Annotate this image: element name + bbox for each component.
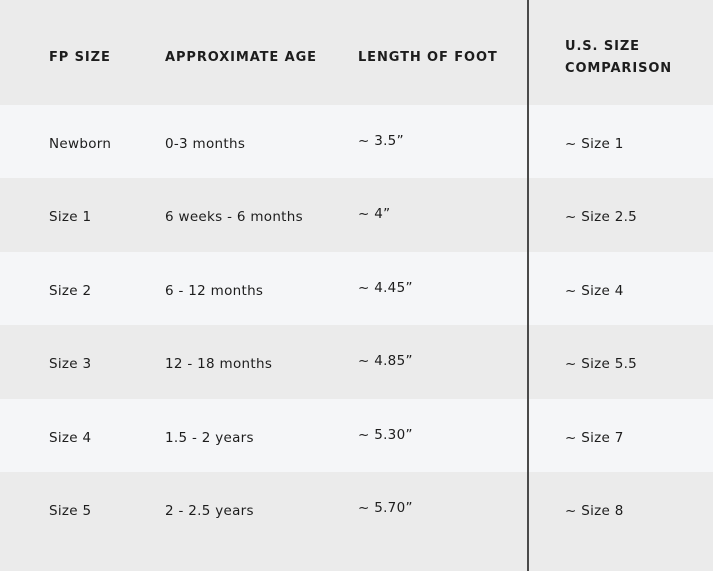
header-approximate-age: APPROXIMATE AGE [165, 50, 317, 65]
cell-length-of-foot: ~ 4.45” [358, 280, 413, 296]
cell-length-of-foot: ~ 4” [358, 206, 391, 222]
cell-approximate-age: 0-3 months [165, 136, 246, 152]
cell-approximate-age: 6 - 12 months [165, 283, 264, 299]
table-row: Size 2 6 - 12 months ~ 4.45” ~ Size 4 [0, 252, 713, 325]
table-header: FP SIZE APPROXIMATE AGE LENGTH OF FOOT U… [0, 0, 713, 105]
cell-length-of-foot: ~ 5.70” [358, 500, 413, 516]
cell-approximate-age: 6 weeks - 6 months [165, 209, 303, 225]
header-comparison: COMPARISON [565, 61, 673, 76]
cell-us-size: ~ Size 4 [565, 283, 624, 299]
header-length-of-foot: LENGTH OF FOOT [358, 50, 498, 65]
cell-us-size: ~ Size 5.5 [565, 356, 638, 372]
cell-fp-size: Size 5 [49, 503, 92, 519]
cell-approximate-age: 2 - 2.5 years [165, 503, 254, 519]
cell-fp-size: Size 4 [49, 430, 92, 446]
table-row: Size 3 12 - 18 months ~ 4.85” ~ Size 5.5 [0, 325, 713, 399]
cell-length-of-foot: ~ 5.30” [358, 427, 413, 443]
cell-approximate-age: 1.5 - 2 years [165, 430, 254, 446]
cell-fp-size: Size 2 [49, 283, 92, 299]
table-row: Size 4 1.5 - 2 years ~ 5.30” ~ Size 7 [0, 399, 713, 472]
cell-length-of-foot: ~ 3.5” [358, 133, 404, 149]
header-us-size: U.S. SIZE [565, 39, 640, 54]
cell-us-size: ~ Size 8 [565, 503, 624, 519]
table-row: Size 1 6 weeks - 6 months ~ 4” ~ Size 2.5 [0, 178, 713, 252]
cell-us-size: ~ Size 7 [565, 430, 624, 446]
cell-us-size: ~ Size 1 [565, 136, 624, 152]
header-fp-size: FP SIZE [49, 50, 111, 65]
table-row: Newborn 0-3 months ~ 3.5” ~ Size 1 [0, 105, 713, 178]
cell-fp-size: Size 3 [49, 356, 92, 372]
column-divider [527, 0, 529, 571]
cell-approximate-age: 12 - 18 months [165, 356, 273, 372]
cell-us-size: ~ Size 2.5 [565, 209, 638, 225]
cell-fp-size: Size 1 [49, 209, 92, 225]
cell-fp-size: Newborn [49, 136, 112, 152]
table-row: Size 5 2 - 2.5 years ~ 5.70” ~ Size 8 [0, 472, 713, 571]
cell-length-of-foot: ~ 4.85” [358, 353, 413, 369]
